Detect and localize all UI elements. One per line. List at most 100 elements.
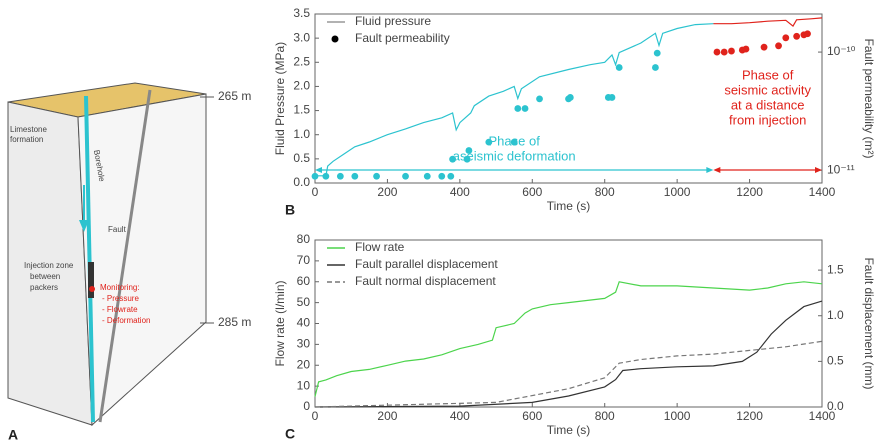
x-axis-title: Time (s) — [547, 199, 591, 213]
data-point — [804, 30, 811, 38]
label: Monitoring: — [100, 283, 140, 292]
fault-plane — [98, 89, 152, 423]
y2-tick-label: 0.5 — [827, 354, 844, 368]
x-tick-label: 200 — [377, 409, 397, 423]
y-tick-label: 70 — [297, 253, 311, 267]
data-line — [314, 300, 823, 408]
x-tick-label: 1400 — [809, 409, 836, 423]
chart: 0 200 400 600 800 1000 1200 1400 0 10 20 30 40 50 60 70… — [273, 232, 876, 442]
diagram: Limestone formation Borehole Fault Injec… — [7, 82, 251, 443]
y-tick-label: 1.5 — [293, 103, 310, 117]
data-point — [608, 94, 616, 101]
data-point — [782, 34, 790, 42]
data-point — [615, 64, 623, 71]
x-tick-label: 600 — [522, 409, 542, 423]
data-line — [713, 17, 823, 28]
y-tick-label: 3.5 — [293, 6, 310, 20]
data-point — [465, 147, 473, 154]
data-point — [351, 172, 359, 180]
data-point — [423, 172, 431, 180]
data-point — [760, 43, 768, 51]
phase-annotation: Phase of — [742, 67, 794, 82]
data-point — [742, 45, 750, 53]
y2-axis-title: Fault permeability (m²) — [862, 38, 876, 158]
y-tick-label: 50 — [297, 295, 311, 309]
y-tick-label: 2.5 — [293, 54, 310, 68]
data-point — [652, 64, 659, 71]
y-tick-label: 80 — [297, 232, 311, 246]
data-point — [322, 172, 330, 180]
y-tick-label: 3.0 — [293, 30, 310, 44]
plot-frame — [314, 13, 823, 184]
data-point — [728, 47, 735, 55]
legend-label: Fault normal displacement — [355, 274, 496, 288]
data-point — [438, 172, 446, 180]
legend-label: Fluid pressure — [355, 14, 431, 28]
data-point — [514, 105, 522, 112]
depth-label: 265 m — [218, 89, 251, 103]
legend-swatch — [331, 35, 339, 43]
y-tick-label: 30 — [297, 337, 311, 351]
data-line — [315, 23, 714, 177]
x-tick-label: 800 — [595, 409, 615, 423]
y-axis-title: Flow rate (l/min) — [273, 280, 287, 366]
label: - Deformation — [102, 316, 150, 325]
legend-label: Fault permeability — [355, 31, 450, 45]
panel-label: A — [8, 427, 18, 443]
x-tick-label: 1200 — [736, 409, 763, 423]
data-point — [713, 48, 721, 56]
label: - Flowrate — [102, 305, 138, 314]
data-point — [311, 172, 319, 180]
label: between — [30, 272, 60, 281]
legend-label: Fault parallel displacement — [355, 257, 498, 271]
y2-tick-label: 1.0 — [827, 308, 844, 322]
x-tick-label: 1400 — [809, 185, 836, 199]
label: formation — [10, 135, 43, 144]
data-point — [566, 94, 574, 101]
y-tick-label: 60 — [297, 274, 311, 288]
data-point — [536, 95, 543, 103]
phase-annotation: from injection — [729, 112, 806, 127]
x-tick-label: 0 — [312, 185, 319, 199]
panel-label: B — [285, 202, 295, 218]
y2-tick-label: 10⁻¹⁰ — [827, 44, 856, 58]
label: Limestone — [10, 125, 47, 134]
data-point — [775, 42, 782, 50]
data-point — [793, 32, 801, 40]
x-tick-label: 0 — [312, 409, 319, 423]
x-tick-label: 1200 — [736, 185, 763, 199]
y2-tick-label: 0.0 — [827, 399, 844, 413]
label: Injection zone — [24, 261, 74, 270]
x-tick-label: 1000 — [664, 409, 691, 423]
data-point — [463, 155, 471, 163]
panel-label: C — [285, 426, 295, 442]
x-tick-label: 200 — [377, 185, 397, 199]
y-tick-label: 0.5 — [293, 151, 310, 165]
phase-annotation: seismic activity — [724, 82, 811, 97]
y-tick-label: 40 — [297, 316, 311, 330]
phase-arrow — [706, 167, 714, 173]
y-tick-label: 10 — [297, 378, 311, 392]
data-point — [447, 172, 455, 180]
phase-annotation: at a distance — [731, 97, 805, 112]
phase-arrow — [815, 167, 822, 173]
label: packers — [30, 283, 58, 292]
y2-tick-label: 10⁻¹¹ — [827, 162, 855, 176]
y-tick-label: 2.0 — [293, 79, 310, 93]
y-tick-label: 20 — [297, 357, 311, 371]
x-tick-label: 400 — [450, 409, 470, 423]
y-axis-title: Fluid Pressure (MPa) — [273, 42, 287, 155]
y2-axis-title: Fault displacement (mm) — [862, 257, 876, 389]
x-tick-label: 600 — [522, 185, 542, 199]
data-point — [653, 49, 661, 57]
depth-label: 285 m — [218, 315, 251, 329]
flow-arrow-head — [79, 220, 89, 232]
data-point — [521, 105, 529, 112]
y2-tick-label: 1.5 — [827, 262, 844, 276]
phase-arrow — [713, 167, 721, 173]
x-axis-title: Time (s) — [547, 423, 591, 437]
x-tick-label: 1000 — [664, 185, 691, 199]
borehole — [84, 95, 95, 423]
